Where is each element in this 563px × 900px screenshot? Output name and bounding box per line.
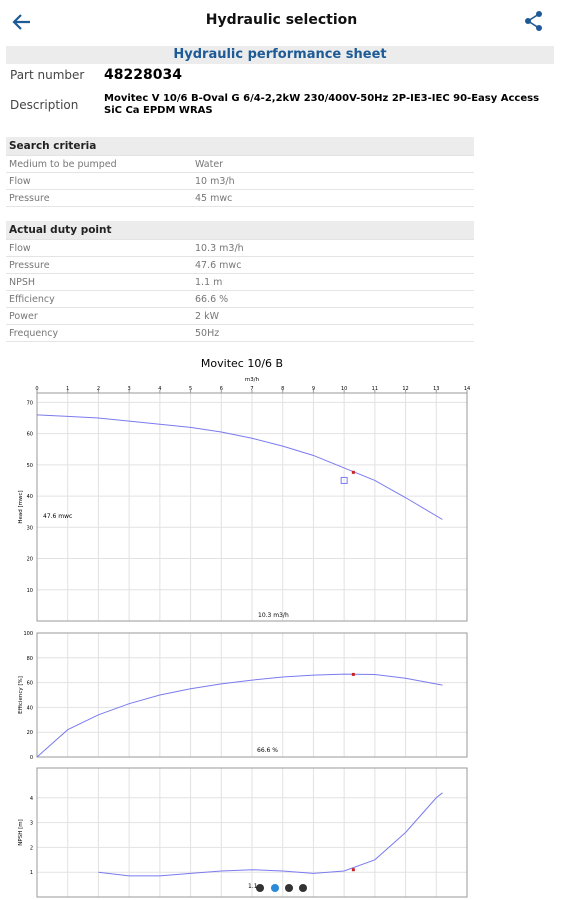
- x-axis-label: m3/h: [245, 377, 260, 383]
- row-value: 10 m3/h: [192, 172, 474, 190]
- annotation: 66.6 %: [257, 747, 278, 754]
- table-row: Flow 10.3 m3/h: [6, 239, 474, 257]
- y-tick-label: 80: [27, 656, 33, 662]
- y-tick-label: 20: [27, 730, 33, 736]
- row-label: Efficiency: [6, 290, 192, 308]
- row-label: Pressure: [6, 189, 192, 207]
- table-row: Medium to be pumped Water: [6, 155, 474, 173]
- pager: [256, 884, 307, 892]
- table-row: Power 2 kW: [6, 307, 474, 325]
- part-number: 48228034: [104, 67, 182, 83]
- row-label: Frequency: [6, 324, 192, 342]
- duty-point: [351, 868, 355, 872]
- row-value: 45 mwc: [192, 189, 474, 207]
- y-tick-label: 0: [30, 755, 33, 761]
- y-tick-label: 60: [27, 681, 33, 687]
- row-label: NPSH: [6, 273, 192, 291]
- section-header: Actual duty point: [6, 221, 474, 240]
- row-label: Flow: [6, 239, 192, 257]
- row-label: Medium to be pumped: [6, 155, 192, 173]
- y-tick-label: 4: [30, 796, 33, 802]
- x-tick-label: 7: [250, 386, 253, 392]
- row-value: 47.6 mwc: [192, 256, 474, 274]
- y-tick-label: 3: [30, 821, 33, 827]
- row-value: Water: [192, 155, 474, 173]
- table-row: Efficiency 66.6 %: [6, 290, 474, 308]
- table-row: Frequency 50Hz: [6, 324, 474, 342]
- x-tick-label: 1: [66, 386, 69, 392]
- y-axis-label: Efficiency [%]: [18, 676, 24, 714]
- x-tick-label: 4: [158, 386, 161, 392]
- annotation: 1.1: [248, 883, 258, 890]
- x-tick-label: 0: [35, 386, 38, 392]
- annotation: 10.3 m3/h: [258, 612, 289, 619]
- row-label: Flow: [6, 172, 192, 190]
- curve: [98, 792, 443, 877]
- part-number-label: Part number: [10, 68, 85, 82]
- x-tick-label: 12: [402, 386, 408, 392]
- y-tick-label: 10: [27, 588, 33, 594]
- curve: [36, 673, 443, 758]
- row-label: Power: [6, 307, 192, 325]
- x-tick-label: 9: [312, 386, 315, 392]
- section-header: Search criteria: [6, 137, 474, 156]
- duty-point-table: Actual duty point Flow 10.3 m3/h Pressure 47…: [6, 221, 474, 342]
- section-title: Actual duty point: [6, 221, 474, 240]
- search-criteria-table: Search criteria Medium to be pumped Water F…: [6, 137, 474, 207]
- y-tick-label: 70: [27, 400, 33, 406]
- y-tick-label: 20: [27, 557, 33, 563]
- x-tick-label: 6: [220, 386, 223, 392]
- x-tick-label: 14: [464, 386, 470, 392]
- x-tick-label: 13: [433, 386, 439, 392]
- y-tick-label: 30: [27, 525, 33, 531]
- description-label: Description: [10, 98, 79, 112]
- row-value: 1.1 m: [192, 273, 474, 291]
- row-value: 66.6 %: [192, 290, 474, 308]
- y-tick-label: 50: [27, 463, 33, 469]
- x-tick-label: 10: [341, 386, 347, 392]
- y-tick-label: 2: [30, 845, 33, 851]
- plot-frame: [36, 632, 468, 758]
- duty-point: [351, 672, 355, 676]
- back-button[interactable]: [10, 10, 34, 34]
- y-axis-label: NPSH [m]: [18, 819, 24, 845]
- table-row: Pressure 47.6 mwc: [6, 256, 474, 274]
- share-button[interactable]: [522, 9, 546, 33]
- y-tick-label: 100: [23, 631, 33, 637]
- chart-title: Movitec 10/6 B: [201, 357, 283, 370]
- row-label: Pressure: [6, 256, 192, 274]
- table-row: Pressure 45 mwc: [6, 189, 474, 207]
- x-tick-label: 3: [128, 386, 131, 392]
- x-tick-label: 2: [97, 386, 100, 392]
- y-tick-label: 1: [30, 870, 33, 876]
- table-row: Flow 10 m3/h: [6, 172, 474, 190]
- x-tick-label: 8: [281, 386, 284, 392]
- requested-point: [340, 476, 348, 484]
- x-tick-label: 11: [372, 386, 378, 392]
- duty-point: [351, 470, 355, 474]
- x-tick-label: 5: [189, 386, 192, 392]
- row-value: 50Hz: [192, 324, 474, 342]
- table-row: NPSH 1.1 m: [6, 273, 474, 291]
- description: Movitec V 10/6 B-Oval G 6/4-2,2kW 230/40…: [104, 93, 540, 116]
- row-value: 10.3 m3/h: [192, 239, 474, 257]
- y-tick-label: 40: [27, 705, 33, 711]
- y-tick-label: 60: [27, 432, 33, 438]
- annotation: 47.6 mwc: [43, 513, 72, 520]
- y-axis-label: Head [mwc]: [18, 490, 24, 523]
- header-title: Hydraulic selection: [205, 12, 358, 28]
- row-value: 2 kW: [192, 307, 474, 325]
- plot-frame: [36, 767, 468, 898]
- y-tick-label: 40: [27, 494, 33, 500]
- sheet-title: Hydraulic performance sheet: [6, 46, 554, 64]
- section-title: Search criteria: [6, 137, 474, 156]
- curve: [36, 414, 443, 520]
